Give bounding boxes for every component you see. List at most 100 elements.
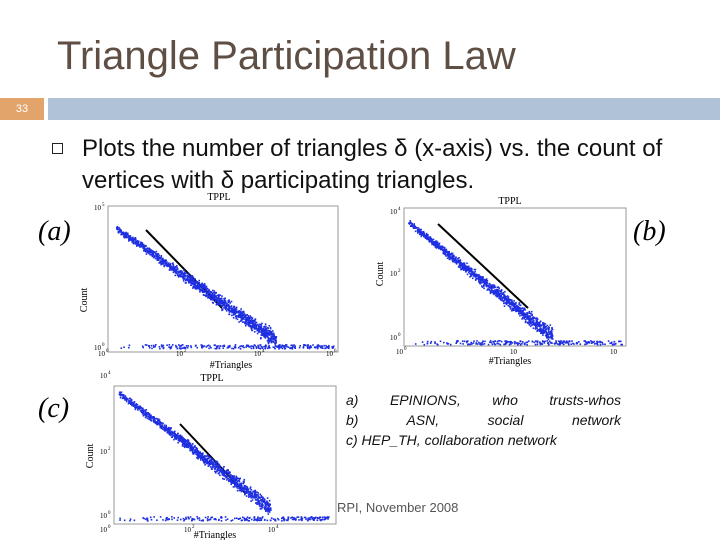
data-point xyxy=(561,341,564,344)
data-point xyxy=(490,284,493,287)
data-point xyxy=(124,234,126,236)
data-point xyxy=(232,478,234,481)
data-point xyxy=(216,298,218,301)
data-point xyxy=(258,347,260,349)
data-point xyxy=(222,304,224,307)
data-point xyxy=(207,455,210,457)
data-point xyxy=(513,340,516,343)
data-point xyxy=(230,477,232,479)
data-point xyxy=(499,295,501,298)
data-point xyxy=(408,222,411,224)
data-point xyxy=(179,435,182,438)
svg-text:0: 0 xyxy=(102,343,105,348)
data-point xyxy=(533,323,536,326)
data-point xyxy=(536,323,539,325)
data-point xyxy=(493,287,495,289)
data-point xyxy=(318,345,321,347)
data-point xyxy=(536,330,538,332)
data-point xyxy=(219,465,221,467)
plot-c: TPPL Count #Triangles 10 0 10 2 10 4 10 0 10… xyxy=(85,371,337,540)
data-point xyxy=(150,416,153,419)
data-point xyxy=(417,232,419,234)
data-point xyxy=(528,324,531,326)
data-point xyxy=(206,294,208,297)
data-point xyxy=(294,517,296,520)
data-point xyxy=(206,460,208,462)
x-tick-label: 10 0 xyxy=(98,349,109,358)
data-point xyxy=(203,283,206,285)
data-point xyxy=(145,414,147,416)
data-point xyxy=(480,342,482,345)
data-point xyxy=(539,330,541,332)
data-point xyxy=(165,265,168,267)
data-point xyxy=(136,245,138,247)
data-point xyxy=(224,307,226,309)
data-point xyxy=(257,344,259,347)
data-point xyxy=(274,344,277,346)
data-point xyxy=(124,233,127,235)
data-point xyxy=(157,257,159,259)
data-point xyxy=(116,227,119,229)
data-point xyxy=(307,519,309,522)
data-point xyxy=(237,479,240,482)
data-point xyxy=(478,281,480,283)
fit-line xyxy=(145,229,223,309)
data-point xyxy=(545,328,548,331)
data-point xyxy=(193,445,196,447)
data-point xyxy=(496,288,498,291)
data-point xyxy=(219,301,221,303)
data-point xyxy=(202,294,205,296)
data-point xyxy=(551,331,553,333)
data-point xyxy=(193,279,195,281)
data-point xyxy=(235,484,237,486)
data-point xyxy=(173,270,176,273)
data-point xyxy=(245,346,247,348)
data-point xyxy=(488,285,490,288)
data-point xyxy=(474,275,477,278)
data-point xyxy=(521,312,524,315)
data-point xyxy=(535,324,537,326)
data-point xyxy=(142,246,145,249)
data-point xyxy=(257,323,259,326)
data-point xyxy=(166,263,168,266)
data-point xyxy=(543,324,545,326)
data-point xyxy=(539,320,542,323)
data-point xyxy=(197,284,199,287)
data-point xyxy=(533,321,535,324)
data-point xyxy=(547,328,550,330)
data-point xyxy=(154,420,156,422)
data-point xyxy=(170,266,172,269)
data-point xyxy=(146,249,149,252)
svg-text:10: 10 xyxy=(268,526,276,534)
data-point xyxy=(531,340,534,343)
data-point xyxy=(218,472,221,474)
data-point xyxy=(528,318,530,321)
data-point xyxy=(245,487,248,490)
data-point xyxy=(207,295,209,298)
data-point xyxy=(123,397,126,399)
data-point xyxy=(170,269,173,271)
data-point xyxy=(596,340,598,343)
data-point xyxy=(144,344,147,346)
data-point xyxy=(259,519,261,522)
data-point xyxy=(144,410,146,412)
data-point xyxy=(265,328,268,330)
data-point xyxy=(455,263,458,265)
data-point xyxy=(129,235,131,237)
data-point xyxy=(505,300,508,302)
data-point xyxy=(450,254,452,256)
data-point xyxy=(246,486,248,488)
data-point xyxy=(496,290,499,293)
data-point xyxy=(225,303,228,306)
data-point xyxy=(153,256,155,258)
data-point xyxy=(551,328,554,331)
data-point xyxy=(130,237,133,240)
data-point xyxy=(239,348,242,350)
data-point xyxy=(527,340,530,342)
data-point xyxy=(207,465,210,467)
data-point xyxy=(268,337,271,340)
data-point xyxy=(234,345,236,348)
data-point xyxy=(419,231,421,234)
data-point xyxy=(141,413,144,415)
data-point xyxy=(443,253,446,255)
